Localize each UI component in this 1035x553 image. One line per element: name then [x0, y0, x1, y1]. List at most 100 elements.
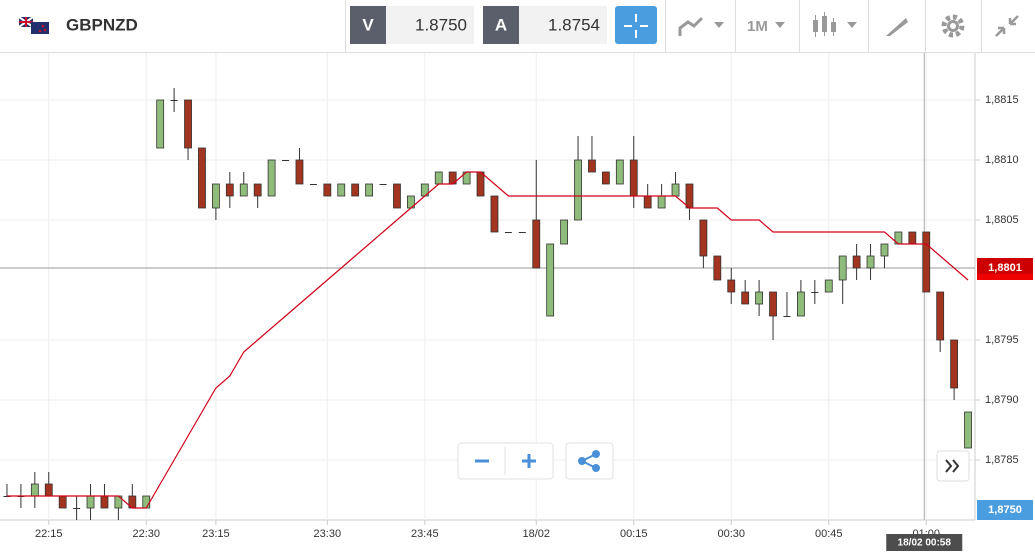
x-tick-label: 22:30	[132, 528, 160, 540]
share-button[interactable]	[565, 442, 614, 480]
candle-body	[936, 291, 945, 341]
candle-body	[309, 184, 317, 185]
bid-tag	[977, 500, 1033, 520]
candle-body	[267, 159, 276, 197]
price-tag-label: 1,8801	[988, 262, 1022, 274]
y-tick-label: 1,8815	[985, 94, 1019, 106]
candle-body	[184, 99, 192, 149]
bid-field	[386, 6, 474, 44]
candle-body	[434, 171, 443, 185]
candle-body	[351, 183, 360, 197]
dropdown-arrow	[847, 22, 857, 28]
x-tick-label: 00:30	[717, 528, 745, 540]
ask-field	[519, 6, 607, 44]
candle-body	[671, 183, 680, 197]
candle-body	[490, 195, 499, 233]
candle-body	[532, 219, 541, 269]
bid-price: 1.8750	[415, 15, 467, 34]
ask-button[interactable]	[483, 6, 519, 44]
x-tick-label: 18/02	[522, 528, 550, 540]
y-tick-label: 1,8810	[985, 154, 1019, 166]
x-tick-label: 23:15	[202, 528, 230, 540]
candle-body	[629, 159, 638, 197]
scroll-right-button[interactable]	[936, 450, 970, 482]
price-tag	[977, 258, 1033, 278]
x-tick-label: 00:15	[620, 528, 648, 540]
candle-body	[211, 183, 220, 209]
y-tick-label: 1,8790	[985, 394, 1019, 406]
symbol: GBPNZD	[66, 15, 138, 34]
candle-body	[73, 508, 81, 509]
ask-price: 1.8754	[548, 15, 600, 34]
candle-body	[225, 183, 234, 197]
collapse-icon[interactable]	[995, 15, 1019, 37]
candle-body	[518, 232, 526, 233]
candle-body	[796, 291, 805, 317]
candle-body	[100, 495, 109, 509]
candle-body	[741, 291, 750, 305]
bid-button[interactable]	[350, 6, 386, 44]
indicator-icon[interactable]	[678, 16, 704, 36]
candle-body	[560, 219, 569, 245]
candle-body	[685, 183, 694, 209]
crosshair-tag-label: 18/02 00:58	[898, 538, 952, 549]
bid-label: V	[362, 15, 374, 34]
candle-body	[574, 159, 582, 221]
crosshair-tag	[886, 534, 963, 551]
x-tick-label: 22:15	[35, 528, 63, 540]
candle-body	[783, 316, 791, 317]
candle-body	[824, 279, 833, 293]
chart-type-icon[interactable]	[813, 12, 836, 37]
candle-body	[323, 183, 332, 197]
candle-body	[755, 291, 764, 305]
candle-body	[504, 232, 512, 233]
share-icon	[581, 453, 597, 469]
candle-body	[379, 184, 387, 185]
candle-body	[769, 291, 777, 317]
candle-body	[239, 183, 248, 197]
zoom-controls	[457, 442, 970, 482]
crosshair-icon	[624, 14, 648, 38]
candle-body	[170, 100, 178, 101]
candle-body	[142, 495, 151, 509]
crosshair-button[interactable]	[615, 6, 657, 44]
toolbar: GBPNZD V 1.8750 A 1.8754 1M	[0, 0, 1035, 53]
candle-body	[546, 243, 555, 317]
candle-body	[811, 292, 819, 293]
candle-body	[295, 159, 304, 185]
candle-body	[253, 183, 262, 197]
candle-body	[198, 147, 206, 209]
x-tick-label: 23:45	[411, 528, 439, 540]
candle-body	[365, 183, 374, 197]
candle-body	[922, 231, 931, 293]
candle-body	[880, 243, 889, 257]
toolbar-graphics: GBPNZD V 1.8750 A 1.8754 1M	[18, 0, 1019, 52]
settings-icon[interactable]	[941, 14, 965, 38]
flag-icon	[18, 16, 49, 34]
candle-body	[727, 279, 736, 293]
candle-body	[950, 339, 959, 389]
y-tick-label: 1,8785	[985, 454, 1019, 466]
candle-body	[643, 195, 652, 209]
candle-body	[156, 99, 165, 149]
candle-body	[964, 411, 972, 449]
timeframe[interactable]: 1M	[747, 18, 768, 35]
candle-body	[601, 171, 610, 185]
candle-body	[852, 255, 861, 269]
settings-icon	[950, 23, 956, 29]
ask-label: A	[495, 15, 507, 34]
candle-body	[615, 159, 624, 185]
moving-average-line	[6, 171, 969, 509]
candle-body	[476, 171, 485, 197]
candle-body	[908, 231, 917, 245]
y-tick-label: 1,8805	[985, 214, 1019, 226]
y-tick-label: 1,8795	[985, 334, 1019, 346]
x-tick-label: 00:45	[815, 528, 843, 540]
candle-body	[838, 255, 847, 281]
candle-body	[86, 495, 95, 509]
candle-body	[58, 495, 67, 509]
draw-icon[interactable]	[886, 18, 908, 36]
chevron-icon	[945, 459, 960, 473]
